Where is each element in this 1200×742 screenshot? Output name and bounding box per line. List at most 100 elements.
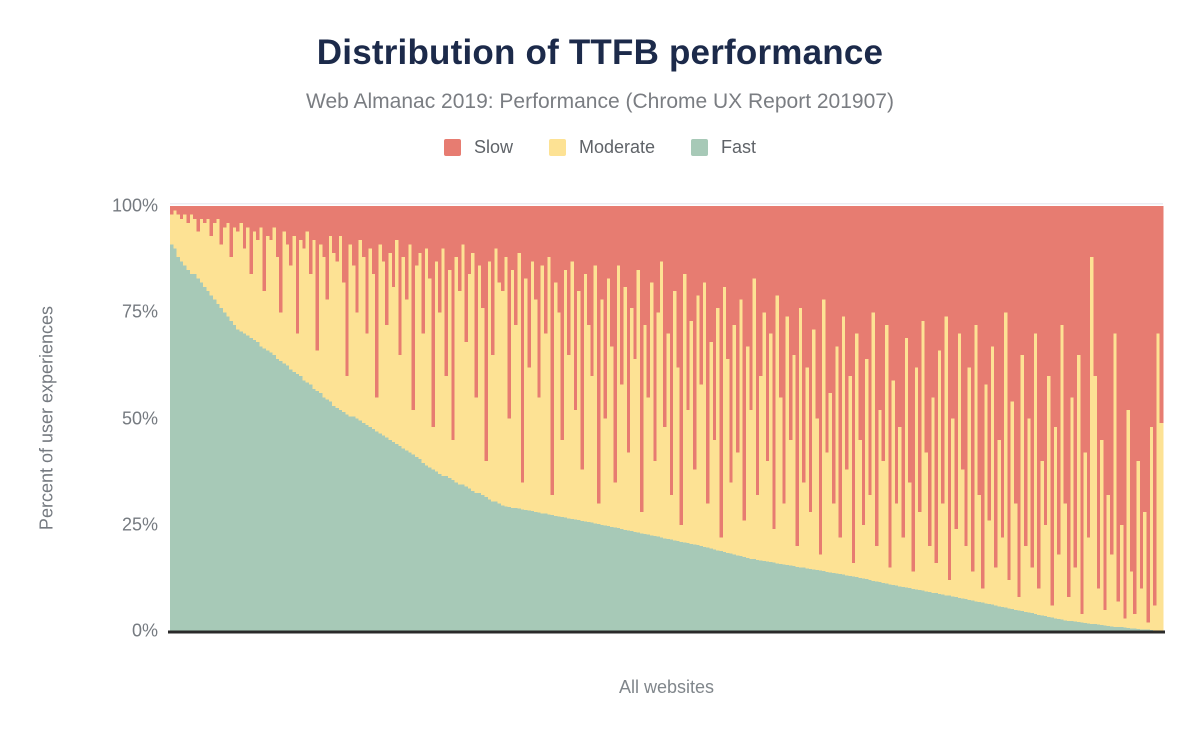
bar-fast (1057, 619, 1061, 631)
bar-fast (616, 528, 621, 631)
bar-moderate (689, 206, 694, 544)
bar-moderate (921, 206, 926, 591)
bar-fast (1103, 625, 1108, 632)
bar-fast (954, 597, 959, 631)
bar-fast (335, 407, 340, 632)
bar-moderate (342, 206, 346, 413)
bar-moderate (792, 206, 797, 566)
bar-slow (666, 206, 671, 334)
bar-moderate (477, 206, 482, 493)
bar-slow (1086, 206, 1091, 538)
bar-slow (189, 206, 194, 215)
bar-slow (1067, 206, 1071, 597)
bar-slow (610, 206, 615, 347)
bar-fast (444, 475, 449, 632)
bar-fast (858, 577, 863, 632)
bar-slow (858, 206, 863, 440)
bar-slow (818, 206, 823, 555)
bar-moderate (501, 206, 505, 506)
bar-slow (593, 206, 598, 266)
bar-slow (302, 206, 307, 249)
bar-slow (305, 206, 310, 232)
bar-fast (878, 582, 883, 632)
bar-fast (173, 248, 178, 631)
bar-slow (282, 206, 287, 232)
bar-moderate (352, 206, 356, 417)
bar-moderate (583, 206, 588, 522)
bar-fast (1073, 621, 1078, 631)
bar-slow (736, 206, 740, 453)
bar-slow (875, 206, 879, 546)
bar-slow (749, 206, 754, 410)
legend-item-moderate: Moderate (548, 137, 655, 158)
bar-moderate (649, 206, 654, 536)
bar-fast (716, 550, 720, 631)
bar-moderate (421, 206, 426, 464)
bar-slow (510, 206, 515, 270)
bar-fast (782, 564, 787, 631)
bar-slow (1106, 206, 1111, 495)
bar-fast (765, 561, 770, 632)
bar-slow (878, 206, 883, 410)
bar-slow (1133, 206, 1138, 614)
bar-fast (726, 552, 730, 631)
bar-fast (633, 531, 638, 632)
bar-moderate (418, 206, 423, 459)
bar-fast (209, 295, 214, 631)
bar-moderate (193, 206, 197, 274)
bar-fast (292, 371, 297, 631)
bar-moderate (272, 206, 277, 355)
bar-slow (802, 206, 807, 483)
y-tick-25%: 25% (121, 514, 158, 535)
bar-fast (285, 365, 290, 632)
bar-fast (1139, 629, 1144, 631)
bar-slow (1047, 206, 1051, 376)
bar-fast (295, 373, 300, 632)
bar-slow (679, 206, 684, 525)
bar-slow (785, 206, 790, 317)
bar-slow (1096, 206, 1101, 589)
bar-slow (1033, 206, 1038, 334)
bar-slow (206, 206, 211, 219)
bar-fast (729, 553, 734, 631)
bar-moderate (338, 206, 343, 410)
bar-fast (451, 480, 456, 632)
bar-moderate (805, 206, 810, 569)
bar-fast (596, 523, 601, 631)
bar-slow (577, 206, 581, 291)
bar-fast (855, 577, 859, 631)
bar-fast (256, 342, 260, 631)
bar-slow (828, 206, 833, 393)
bar-moderate (219, 206, 224, 308)
bar-moderate (636, 206, 641, 533)
bar-slow (365, 206, 370, 334)
bar-slow (931, 206, 936, 398)
bar-slow (792, 206, 797, 355)
bar-slow (845, 206, 850, 470)
bar-fast (318, 393, 323, 631)
bar-slow (292, 206, 297, 236)
bar-slow (997, 206, 1002, 440)
bar-slow (871, 206, 876, 313)
bar-fast (997, 606, 1002, 631)
bar-slow (815, 206, 820, 419)
bar-moderate (209, 206, 214, 296)
bar-fast (530, 511, 535, 631)
bar-slow (497, 206, 502, 283)
bar-slow (1017, 206, 1022, 597)
bar-fast (309, 384, 313, 631)
bar-moderate (967, 206, 972, 600)
bar-slow (1153, 206, 1157, 606)
bar-fast (375, 431, 380, 631)
bar-moderate (454, 206, 459, 483)
bar-moderate (1156, 206, 1161, 631)
bar-fast (328, 401, 333, 631)
bar-fast (299, 376, 303, 631)
bar-fast (232, 325, 237, 631)
bar-slow (1030, 206, 1035, 568)
bar-slow (712, 206, 717, 440)
bar-slow (762, 206, 767, 313)
bar-fast (348, 416, 353, 632)
bar-moderate (752, 206, 757, 560)
